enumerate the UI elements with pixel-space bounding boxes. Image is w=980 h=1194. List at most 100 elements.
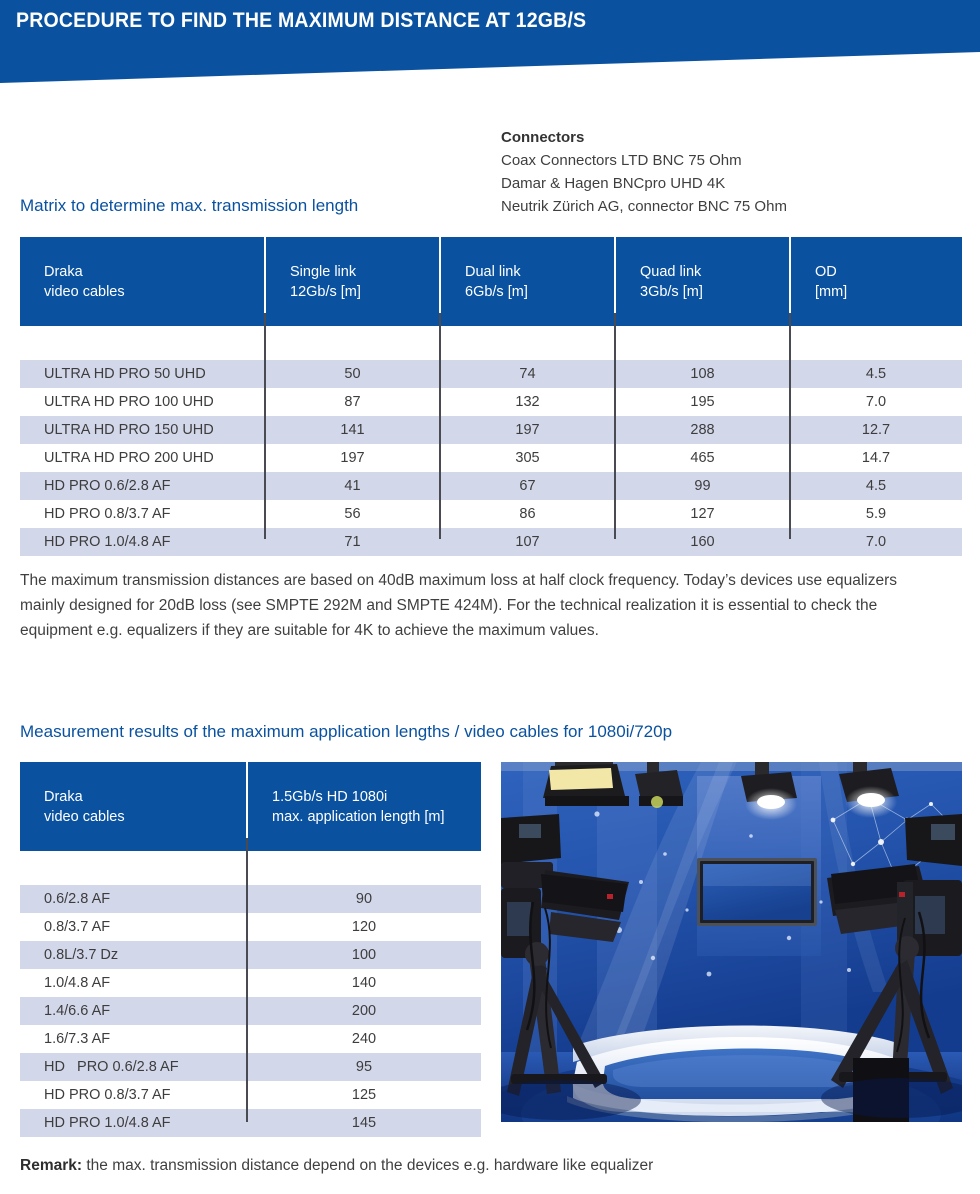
col-header-line2: 3Gb/s [m]: [640, 284, 703, 300]
studio-photo: [501, 762, 962, 1122]
table-row: ULTRA HD PRO 150 UHD 141 197 288 12.7: [20, 416, 962, 444]
table-column-divider: [246, 838, 248, 1122]
cell-single-link: 141: [265, 416, 440, 444]
matrix-table-head: Draka video cables Single link 12Gb/s [m…: [20, 237, 962, 326]
cell-od: 7.0: [790, 528, 962, 556]
cell-quad-link: 127: [690, 506, 715, 522]
cell-app-length: 100: [247, 941, 481, 969]
cell-od: 7.0: [865, 394, 887, 410]
cell-cable-name: ULTRA HD PRO 100 UHD: [44, 394, 214, 410]
cell-dual-link: 132: [515, 394, 540, 410]
table-row: 0.8L/3.7 Dz 100: [20, 941, 481, 969]
cell-app-length: 145: [247, 1109, 481, 1137]
col-header-line1: Draka: [44, 789, 83, 805]
table-row: 0.8/3.7 AF 120: [20, 913, 481, 941]
table-row: 1.6/7.3 AF 240: [20, 1025, 481, 1053]
col-header-line2: video cables: [44, 809, 125, 825]
studio-light: [543, 762, 629, 806]
cell-dual-link: 107: [440, 528, 615, 556]
connector-item: Damar & Hagen BNCpro UHD 4K: [501, 175, 726, 192]
col-header-line2: max. application length [m]: [272, 809, 445, 825]
cell-cable-name: 1.4/6.6 AF: [20, 997, 247, 1025]
connectors-block: Connectors Coax Connectors LTD BNC 75 Oh…: [501, 126, 901, 218]
cell-single-link: 87: [344, 394, 361, 410]
measurement-table-head: Draka video cables 1.5Gb/s HD 1080i max.…: [20, 762, 481, 851]
cell-cable-name: HD PRO 1.0/4.8 AF: [20, 1109, 247, 1137]
table-row: ULTRA HD PRO 50 UHD 50 74 108 4.5: [20, 360, 962, 388]
remark-label: Remark:: [20, 1157, 83, 1174]
transmission-length-table: Draka video cables Single link 12Gb/s [m…: [20, 237, 962, 556]
measurement-header-row: Draka video cables 1.5Gb/s HD 1080i max.…: [20, 762, 481, 851]
page-header-banner: PROCEDURE TO FIND THE MAXIMUM DISTANCE A…: [0, 0, 980, 90]
cell-cable-name: 0.8L/3.7 Dz: [20, 941, 247, 969]
col-header-app-length: 1.5Gb/s HD 1080i max. application length…: [247, 762, 481, 851]
application-length-table: Draka video cables 1.5Gb/s HD 1080i max.…: [20, 762, 481, 1137]
table-row: HD PRO 1.0/4.8 AF 71 107 160 7.0: [20, 528, 962, 556]
studio-light: [635, 762, 683, 808]
col-header-line2: [mm]: [815, 284, 848, 300]
cell-app-length: 125: [351, 1087, 377, 1103]
table-column-divider: [789, 313, 791, 539]
cell-cable-name: HD PRO 0.6/2.8 AF: [20, 1053, 247, 1081]
connectors-title: Connectors: [501, 129, 585, 146]
remark-line: Remark: the max. transmission distance d…: [20, 1157, 653, 1175]
cell-cable-name: ULTRA HD PRO 200 UHD: [44, 450, 214, 466]
cell-quad-link: 195: [690, 394, 715, 410]
measurement-section-heading: Measurement results of the maximum appli…: [20, 722, 673, 741]
cell-quad-link: 465: [690, 450, 715, 466]
cell-dual-link: 74: [440, 360, 615, 388]
studio-light: [741, 762, 797, 820]
col-header-quad-link: Quad link 3Gb/s [m]: [615, 237, 791, 326]
wall-monitor: [697, 858, 817, 926]
col-header-line2: 6Gb/s [m]: [465, 284, 528, 300]
matrix-table: Draka video cables Single link 12Gb/s [m…: [20, 237, 962, 556]
col-header-line1: 1.5Gb/s HD 1080i: [272, 789, 388, 805]
cell-od: 14.7: [861, 450, 891, 466]
cell-quad-link: 99: [615, 472, 790, 500]
cell-app-length: 140: [351, 975, 377, 991]
studio-light: [839, 762, 899, 818]
table-row: ULTRA HD PRO 100 UHD 87 132 195 7.0: [20, 388, 962, 416]
cell-app-length: 240: [351, 1031, 377, 1047]
measurement-table-body: 0.6/2.8 AF 90 0.8/3.7 AF 120 0.8L/3.7 Dz…: [20, 851, 481, 1137]
col-header-line2: video cables: [44, 284, 125, 300]
connector-item: Neutrik Zürich AG, connector BNC 75 Ohm: [501, 198, 787, 215]
col-header-line1: Dual link: [465, 264, 521, 280]
cell-quad-link: 288: [615, 416, 790, 444]
col-header-cable: Draka video cables: [20, 237, 266, 326]
table-row: ULTRA HD PRO 200 UHD 197 305 465 14.7: [20, 444, 962, 472]
matrix-table-body: ULTRA HD PRO 50 UHD 50 74 108 4.5 ULTRA …: [20, 326, 962, 556]
col-header-line1: Draka: [44, 264, 83, 280]
cell-cable-name: HD PRO 0.8/3.7 AF: [44, 506, 171, 522]
cell-single-link: 50: [265, 360, 440, 388]
table-row: HD PRO 0.8/3.7 AF 125: [20, 1081, 481, 1109]
cell-od: 12.7: [790, 416, 962, 444]
table-column-divider: [439, 313, 441, 539]
studio-photo-graphic: [501, 762, 962, 1122]
cell-od: 4.5: [790, 360, 962, 388]
col-header-line1: OD: [815, 264, 837, 280]
cell-quad-link: 108: [615, 360, 790, 388]
col-header-od: OD [mm]: [790, 237, 962, 326]
connector-item: Coax Connectors LTD BNC 75 Ohm: [501, 152, 742, 169]
cell-single-link: 197: [340, 450, 365, 466]
cell-app-length: 90: [247, 885, 481, 913]
table-row: HD PRO 0.6/2.8 AF 95: [20, 1053, 481, 1081]
cell-cable-name: HD PRO 0.6/2.8 AF: [20, 472, 265, 500]
col-header-line2: 12Gb/s [m]: [290, 284, 361, 300]
cell-cable-name: HD PRO 1.0/4.8 AF: [20, 528, 265, 556]
cell-cable-name: ULTRA HD PRO 150 UHD: [20, 416, 265, 444]
col-header-line1: Single link: [290, 264, 357, 280]
cell-od: 5.9: [865, 506, 887, 522]
cell-app-length: 120: [351, 919, 377, 935]
cell-app-length: 200: [247, 997, 481, 1025]
table-column-divider: [614, 313, 616, 539]
cell-od: 4.5: [790, 472, 962, 500]
cell-dual-link: 305: [515, 450, 540, 466]
measurement-table: Draka video cables 1.5Gb/s HD 1080i max.…: [20, 762, 481, 1137]
matrix-header-row: Draka video cables Single link 12Gb/s [m…: [20, 237, 962, 326]
cell-cable-name: 1.0/4.8 AF: [44, 975, 111, 991]
table-row: HD PRO 0.8/3.7 AF 56 86 127 5.9: [20, 500, 962, 528]
col-header-line1: Quad link: [640, 264, 702, 280]
